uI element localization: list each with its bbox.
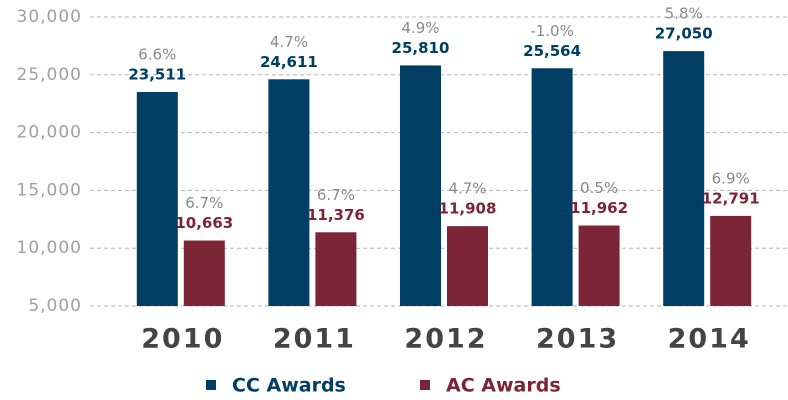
bar bbox=[400, 65, 441, 306]
growth-label: 5.8% bbox=[665, 5, 703, 23]
value-label: 11,376 bbox=[307, 206, 365, 224]
growth-label: -1.0% bbox=[530, 22, 574, 40]
x-tick-label: 2014 bbox=[668, 324, 751, 355]
legend-swatch bbox=[420, 380, 430, 390]
x-tick-label: 2010 bbox=[141, 324, 224, 355]
bar bbox=[268, 79, 310, 306]
bar bbox=[578, 225, 620, 306]
bar bbox=[136, 92, 178, 306]
y-tick-label: 5,000 bbox=[28, 296, 82, 316]
legend-label: CC Awards bbox=[232, 375, 346, 397]
value-label: 27,050 bbox=[655, 25, 713, 43]
value-label: 12,791 bbox=[702, 189, 760, 207]
growth-label: 4.7% bbox=[270, 33, 308, 51]
y-tick-label: 10,000 bbox=[17, 238, 82, 258]
growth-label: 6.7% bbox=[317, 186, 355, 204]
value-label: 11,908 bbox=[439, 200, 497, 218]
value-label: 24,611 bbox=[260, 53, 318, 71]
growth-label: 6.9% bbox=[712, 169, 750, 187]
value-label: 11,962 bbox=[570, 199, 628, 217]
growth-label: 4.7% bbox=[448, 180, 486, 198]
bar bbox=[315, 232, 357, 306]
x-tick-label: 2012 bbox=[404, 324, 487, 355]
y-tick-label: 15,000 bbox=[17, 180, 82, 200]
y-tick-label: 25,000 bbox=[17, 65, 82, 85]
legend-label: AC Awards bbox=[446, 375, 561, 397]
y-tick-label: 20,000 bbox=[17, 123, 82, 143]
value-label: 25,810 bbox=[392, 39, 450, 57]
growth-label: 6.7% bbox=[185, 194, 223, 212]
bar bbox=[663, 51, 705, 306]
legend-swatch bbox=[206, 380, 216, 390]
bar bbox=[710, 215, 752, 306]
growth-label: 4.9% bbox=[401, 19, 439, 37]
bar bbox=[183, 240, 225, 306]
value-label: 23,511 bbox=[128, 66, 186, 84]
bar bbox=[447, 226, 488, 306]
value-label: 25,564 bbox=[523, 42, 581, 60]
x-tick-label: 2011 bbox=[273, 324, 356, 355]
x-tick-label: 2013 bbox=[536, 324, 619, 355]
y-tick-label: 30,000 bbox=[17, 7, 82, 27]
growth-label: 6.6% bbox=[138, 46, 176, 64]
growth-label: 0.5% bbox=[580, 179, 618, 197]
bar bbox=[531, 68, 573, 307]
value-label: 10,663 bbox=[175, 214, 233, 232]
